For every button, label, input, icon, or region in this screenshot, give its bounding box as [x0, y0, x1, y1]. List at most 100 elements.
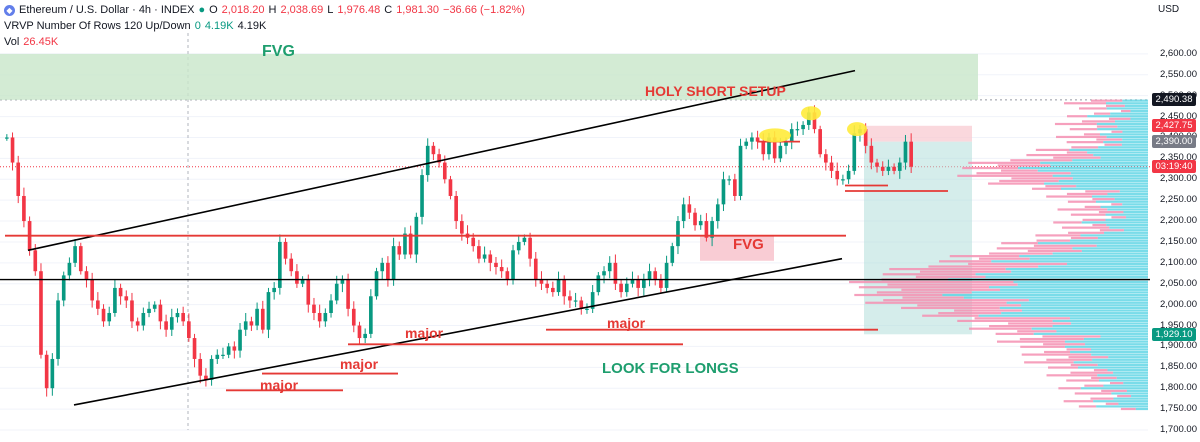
candle-body: [283, 241, 288, 259]
profile-bar-up: [1080, 234, 1148, 237]
change-value: −36.66 (−1.82%): [443, 4, 525, 16]
candle-body: [488, 254, 493, 263]
profile-bar-up: [1116, 376, 1148, 380]
profile-bar-up: [1052, 324, 1148, 328]
profile-bar-down: [979, 257, 1030, 260]
profile-bar-down: [974, 317, 1070, 320]
low-label: L: [327, 4, 334, 16]
profile-bar-down: [1078, 107, 1107, 110]
profile-bar-up: [1038, 265, 1148, 268]
candle-body: [101, 308, 106, 322]
candle-body: [727, 179, 731, 181]
candle-body: [425, 145, 430, 176]
status-dot: ●: [198, 4, 206, 16]
vrvp-row[interactable]: VRVP Number Of Rows 120 Up/Down 0 4.19K …: [4, 18, 525, 34]
candle-body: [556, 279, 561, 293]
symbol-title[interactable]: Ethereum / U.S. Dollar · 4h · INDEX: [19, 4, 195, 16]
high-label: H: [268, 4, 277, 16]
candle-body: [39, 271, 43, 355]
candle-body: [73, 246, 77, 263]
candle-body: [494, 262, 498, 268]
profile-bar-up: [1113, 371, 1148, 374]
profile-bar-down: [1070, 236, 1098, 240]
price-tag: 03:19:40: [1152, 160, 1196, 174]
profile-bar-down: [1099, 229, 1124, 232]
profile-bar-down: [901, 306, 1000, 310]
profile-bar-down: [1058, 387, 1081, 390]
profile-bar-up: [1122, 130, 1148, 133]
profile-bar-up: [1106, 102, 1148, 105]
profile-bar-down: [1084, 205, 1101, 209]
profile-bar-up: [1076, 185, 1148, 188]
candle-body: [744, 141, 749, 146]
profile-bar-down: [1093, 112, 1111, 115]
currency-label[interactable]: USD: [1158, 4, 1180, 15]
highlight-marker: [847, 122, 867, 137]
candle-body: [533, 258, 538, 280]
candle-body: [403, 233, 407, 255]
fvg-zone-top: [0, 53, 978, 100]
profile-bar-down: [1017, 330, 1057, 333]
profile-bar-down: [1045, 185, 1077, 188]
profile-bar-up: [1107, 192, 1148, 196]
profile-bar-down: [1057, 208, 1108, 211]
profile-bar-up: [991, 260, 1148, 263]
profile-bar-up: [1033, 332, 1148, 335]
candle-body: [829, 162, 834, 171]
candle-body: [710, 221, 714, 238]
candle-body: [636, 279, 640, 288]
candle-body: [22, 195, 26, 222]
candle-body: [431, 145, 436, 155]
candle-body: [107, 312, 112, 322]
profile-bar-up: [1104, 231, 1148, 234]
profile-bar-down: [1001, 242, 1038, 245]
major-label-1: major: [260, 377, 299, 393]
profile-bar-up: [1097, 236, 1148, 240]
highlight-marker: [759, 128, 791, 143]
profile-bar-down: [957, 174, 1053, 177]
profile-bar-up: [1000, 288, 1148, 291]
profile-bar-down: [962, 166, 1018, 170]
axis-tick-label: 2,200.00: [1160, 215, 1197, 227]
profile-bar-up: [1052, 319, 1148, 323]
profile-bar-down: [1053, 156, 1101, 159]
candle-body: [772, 137, 777, 159]
profile-bar-down: [1046, 195, 1093, 198]
candle-body: [204, 375, 208, 380]
candle-body: [454, 195, 458, 222]
candle-body: [795, 129, 800, 131]
candle-body: [863, 129, 868, 146]
profile-bar-down: [968, 262, 1068, 266]
profile-bar-up: [1017, 283, 1148, 286]
candle-body: [380, 262, 385, 272]
candle-body: [761, 141, 766, 155]
profile-bar-up: [1052, 252, 1148, 255]
profile-bar-up: [1093, 153, 1148, 157]
candle-body: [630, 279, 635, 284]
axis-tick-label: 2,450.00: [1160, 110, 1197, 122]
candle-body: [778, 145, 783, 159]
candle-body: [590, 292, 595, 309]
vrvp-label: VRVP Number Of Rows 120 Up/Down: [4, 20, 191, 32]
profile-bar-down: [915, 275, 986, 278]
profile-bar-down: [1090, 397, 1114, 400]
volume-row[interactable]: Vol 26.45K: [4, 34, 525, 50]
candle-body: [596, 275, 601, 293]
candle-body: [215, 354, 220, 359]
profile-bar-up: [1090, 348, 1148, 351]
candle-body: [664, 262, 669, 288]
profile-bar-down: [989, 324, 1053, 328]
profile-bar-down: [1098, 210, 1124, 214]
vol-label: Vol: [4, 36, 20, 48]
profile-bar-up: [1092, 358, 1148, 361]
profile-bar-down: [1035, 148, 1070, 152]
candle-body: [346, 279, 350, 309]
profile-bar-up: [1081, 249, 1148, 253]
candle-body: [152, 304, 157, 309]
profile-bar-down: [1043, 343, 1086, 346]
price-tag: 2,427.75: [1152, 119, 1196, 133]
profile-bar-down: [849, 280, 1014, 284]
candles: [5, 105, 913, 397]
candle-body: [516, 241, 521, 251]
